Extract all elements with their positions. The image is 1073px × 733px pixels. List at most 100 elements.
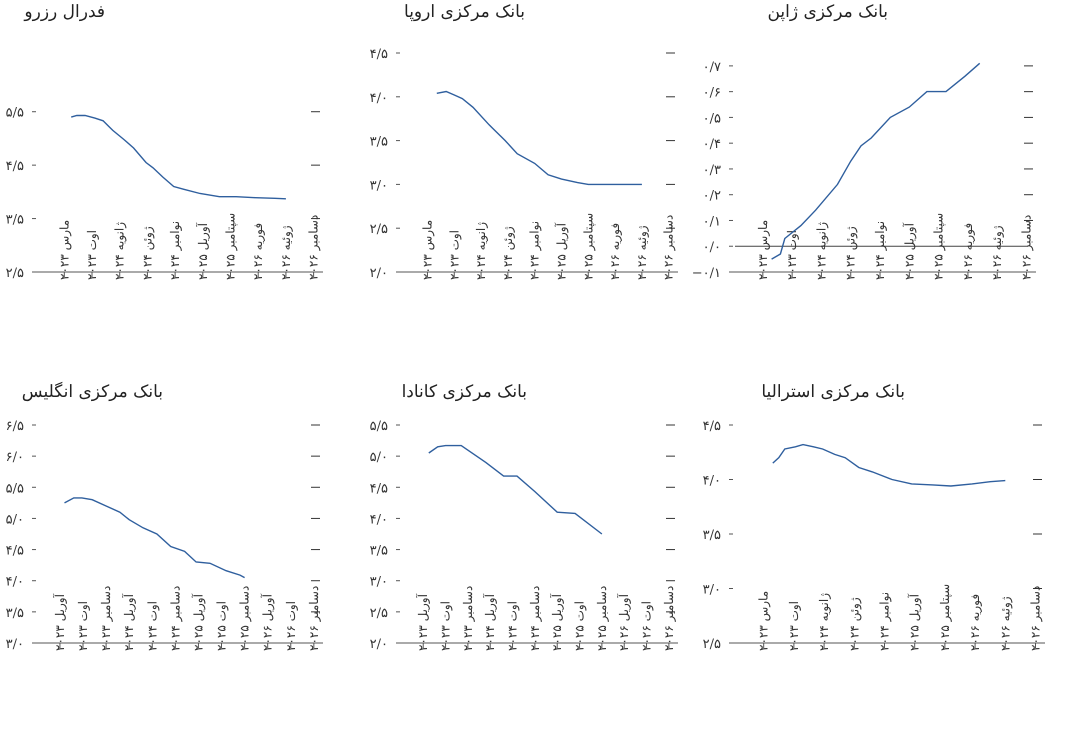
y-tick-label: ۴/۵ — [703, 419, 721, 434]
x-tick-label: دسامبر ۲۰۲۶ — [307, 586, 321, 651]
series-line — [71, 114, 286, 200]
y-tick-label: ۴/۰ — [370, 512, 388, 527]
x-tick-label: مارس ۲۰۲۳ — [420, 220, 434, 280]
y-tick-label: ۵/۵ — [6, 106, 24, 121]
x-tick-label: فوریه ۲۰۲۶ — [608, 223, 622, 280]
x-tick-label: آوریل ۲۰۲۵ — [549, 593, 564, 651]
x-tick-label: دسامبر ۲۰۲۶ — [662, 586, 676, 651]
x-tick-label: آوریل ۲۰۲۴ — [121, 593, 136, 651]
x-tick-label: آوریل ۲۰۲۵ — [190, 593, 205, 651]
y-tick-label: ۵/۰ — [6, 512, 24, 527]
y-tick-label: ۰/۷ — [703, 60, 721, 75]
x-tick-label: اوت ۲۰۲۳ — [76, 601, 90, 651]
x-tick-label: ژوئن ۲۰۲۴ — [847, 597, 861, 651]
x-tick-label: اوت ۲۰۲۶ — [640, 601, 654, 651]
x-tick-label: ژوئن ۲۰۲۴ — [844, 226, 858, 280]
x-tick-label: فوریه ۲۰۲۶ — [251, 223, 265, 280]
x-tick-label: دسامبر ۲۰۲۵ — [238, 586, 252, 651]
x-tick-label: اوت ۲۰۲۳ — [85, 230, 99, 280]
x-tick-label: اوت ۲۰۲۶ — [284, 601, 298, 651]
series-line — [428, 444, 603, 535]
y-tick-label: ۲/۵ — [370, 606, 388, 621]
chart-title: بانک مرکزی کانادا — [402, 382, 527, 402]
x-tick-label: آوریل ۲۰۲۴ — [482, 593, 497, 651]
x-tick-label: دسامبر ۲۰۲۵ — [595, 586, 609, 651]
y-tick-label: ۳/۰ — [703, 583, 721, 598]
chart-panel-2: بانک مرکزی اروپا ۲/۰ ۲/۵ ۳/۰ ۳/۵ ۴/۰ ۴/۵ مارس ۲… — [370, 2, 678, 281]
x-tick-label: اوت ۲۰۲۴ — [145, 601, 159, 651]
x-tick-label: ژانویه ۲۰۲۴ — [113, 222, 127, 280]
y-tick-label: ۴/۵ — [6, 159, 24, 174]
y-tick-label: ۴/۵ — [370, 481, 388, 496]
x-tick-label: اوت ۲۰۲۵ — [573, 601, 587, 651]
y-tick-label: ۴/۰ — [703, 474, 721, 489]
chart-title: بانک مرکزی ژاپن — [767, 2, 888, 22]
y-tick-label: ۳/۵ — [703, 528, 721, 543]
y-tick-label: ۰/۶ — [703, 86, 721, 101]
x-tick-label: اوت ۲۰۲۳ — [447, 230, 461, 280]
chart-panel-4: بانک مرکزی انگلیس ۳/۰ ۳/۵ ۴/۰ ۴/۵ ۵/۰ ۵/۵ ۶/۰ ۶/… — [6, 381, 323, 652]
x-tick-label: اوت ۲۰۲۴ — [506, 601, 520, 651]
x-tick-label: دسامبر ۲۰۲۶ — [662, 215, 676, 280]
chart-title: بانک مرکزی اروپا — [404, 2, 525, 22]
chart-panel-6: بانک مرکزی استرالیا ۲/۵ ۳/۰ ۳/۵ ۴/۰ ۴/۵ مارس ۲… — [703, 382, 1045, 652]
x-tick-label: ژوئیه ۲۰۲۶ — [990, 225, 1004, 280]
x-tick-label: آوریل ۲۰۲۳ — [415, 593, 430, 651]
x-tick-label: اوت ۲۰۲۳ — [787, 601, 801, 651]
x-tick-label: آوریل ۲۰۲۳ — [52, 593, 67, 651]
x-tick-label: دسامبر ۲۰۲۴ — [168, 586, 182, 651]
x-tick-label: نوامبر ۲۰۲۴ — [877, 592, 891, 651]
y-tick-label: ۲/۵ — [703, 637, 721, 652]
x-tick-label: اوت ۲۰۲۳ — [439, 601, 453, 651]
chart-title: بانک مرکزی استرالیا — [761, 382, 905, 402]
chart-panel-5: بانک مرکزی کانادا ۲/۰ ۲/۵ ۳/۰ ۳/۵ ۴/۰ ۴/۵ ۵/۰ ۵/… — [370, 382, 678, 652]
x-tick-label: فوریه ۲۰۲۶ — [961, 223, 975, 280]
x-tick-label: آوریل ۲۰۲۶ — [616, 593, 631, 651]
x-tick-label: آوریل ۲۰۲۶ — [260, 593, 275, 651]
y-tick-label: ۵/۵ — [370, 419, 388, 434]
x-tick-label: نوامبر ۲۰۲۴ — [168, 221, 182, 280]
x-tick-label: سپتامبر ۲۰۲۵ — [938, 584, 952, 651]
x-tick-label: دسامبر ۲۰۲۳ — [99, 586, 113, 651]
x-tick-label: سپتامبر ۲۰۲۵ — [224, 213, 238, 280]
x-tick-label: آوریل ۲۰۲۵ — [553, 222, 568, 280]
x-tick-label: آوریل ۲۰۲۵ — [907, 593, 922, 651]
y-tick-label: ۴/۰ — [6, 575, 24, 590]
x-tick-label: مارس ۲۰۲۳ — [756, 220, 770, 280]
y-tick-label: ۳/۰ — [6, 637, 24, 652]
x-tick-label: فوریه ۲۰۲۶ — [968, 594, 982, 651]
y-tick-label: ۳/۰ — [370, 575, 388, 590]
x-tick-label: اوت ۲۰۲۳ — [785, 230, 799, 280]
x-tick-label: ژوئیه ۲۰۲۶ — [279, 225, 293, 280]
y-tick-label: ۶/۰ — [6, 450, 24, 465]
y-tick-label: ۳/۵ — [6, 213, 24, 228]
x-tick-label: ژانویه ۲۰۲۴ — [474, 222, 488, 280]
series-line — [772, 443, 1006, 487]
x-tick-label: آوریل ۲۰۲۵ — [901, 222, 916, 280]
y-tick-label: ۰/۰ — [703, 240, 721, 255]
y-tick-label: −۰/۱ — [692, 266, 721, 281]
x-tick-label: سپتامبر ۲۰۲۵ — [932, 213, 946, 280]
x-tick-label: مارس ۲۰۲۳ — [757, 591, 771, 651]
series-line — [64, 497, 245, 579]
x-tick-label: دسامبر ۲۰۲۳ — [461, 586, 475, 651]
x-tick-label: دسامبر ۲۰۲۴ — [528, 586, 542, 651]
y-tick-label: ۰/۵ — [703, 111, 721, 126]
y-tick-label: ۳/۰ — [370, 178, 388, 193]
y-tick-label: ۳/۵ — [6, 606, 24, 621]
chart-title: فدرال رزرو — [23, 2, 105, 22]
x-tick-label: ژوئیه ۲۰۲۶ — [998, 596, 1012, 651]
chart-panel-1: فدرال رزرو ۲/۵ ۳/۵ ۴/۵ ۵/۵ مارس ۲۰۲۳ اوت ۲۰۲۳ ژ… — [6, 2, 323, 281]
x-tick-label: اوت ۲۰۲۵ — [215, 601, 229, 651]
y-tick-label: ۲/۰ — [370, 266, 388, 281]
y-tick-label: ۶/۵ — [6, 419, 24, 434]
x-tick-label: نوامبر ۲۰۲۴ — [528, 221, 542, 280]
y-tick-label: ۲/۵ — [6, 266, 24, 281]
y-tick-label: ۲/۰ — [370, 637, 388, 652]
x-tick-label: دسامبر ۲۰۲۶ — [1020, 215, 1034, 280]
x-tick-label: ژوئن ۲۰۲۴ — [140, 226, 154, 280]
x-tick-label: دسامبر ۲۰۲۶ — [307, 215, 321, 280]
x-tick-label: سپتامبر ۲۰۲۵ — [581, 213, 595, 280]
y-tick-label: ۲/۵ — [370, 222, 388, 237]
